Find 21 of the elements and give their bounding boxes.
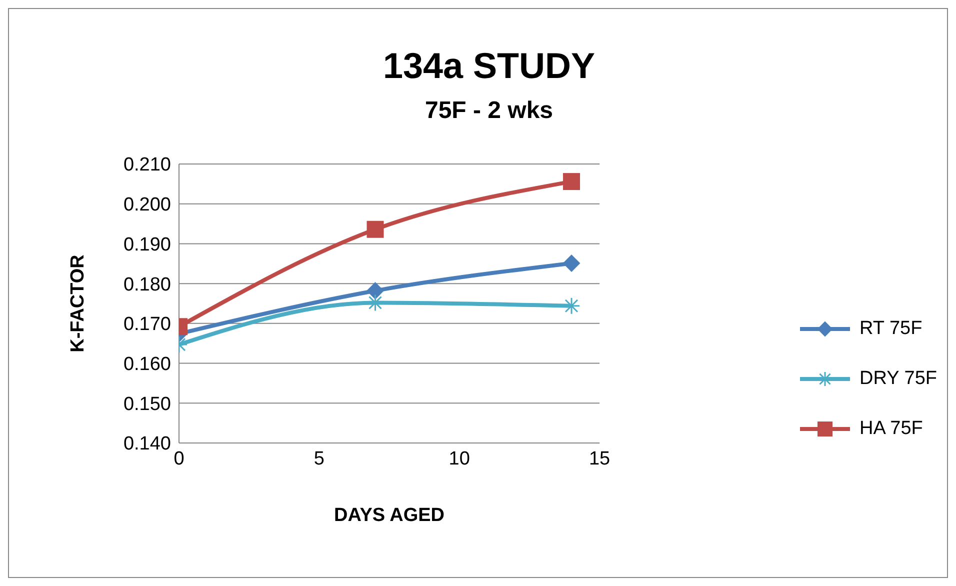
y-tick-label: 0.140	[123, 434, 171, 455]
y-tick-label: 0.160	[123, 354, 171, 376]
x-tick-label: 0	[174, 448, 184, 470]
x-tick-label: 15	[588, 448, 610, 470]
chart-subtitle: 75F - 2 wks	[424, 97, 554, 125]
y-tick-label: 0.170	[123, 314, 171, 336]
y-tick-label: 0.210	[123, 154, 171, 176]
x-axis-title: DAYS AGED	[334, 505, 445, 526]
point	[563, 254, 580, 272]
y-axis-title: K-FACTOR	[68, 254, 89, 352]
x-tick-label: 10	[448, 448, 470, 470]
x-tick-label: 5	[314, 448, 324, 470]
legend-label: RT 75F	[860, 318, 922, 340]
y-tick-label: 0.200	[123, 194, 171, 216]
legend-label: DRY 75F	[860, 368, 937, 390]
y-tick-label: 0.150	[123, 394, 171, 415]
point	[563, 173, 580, 190]
chart-title: 134a STUDY	[382, 45, 596, 87]
y-tick-label: 0.190	[123, 234, 171, 256]
legend-label: HA 75F	[860, 418, 923, 440]
y-tick-label: 0.180	[123, 274, 171, 296]
